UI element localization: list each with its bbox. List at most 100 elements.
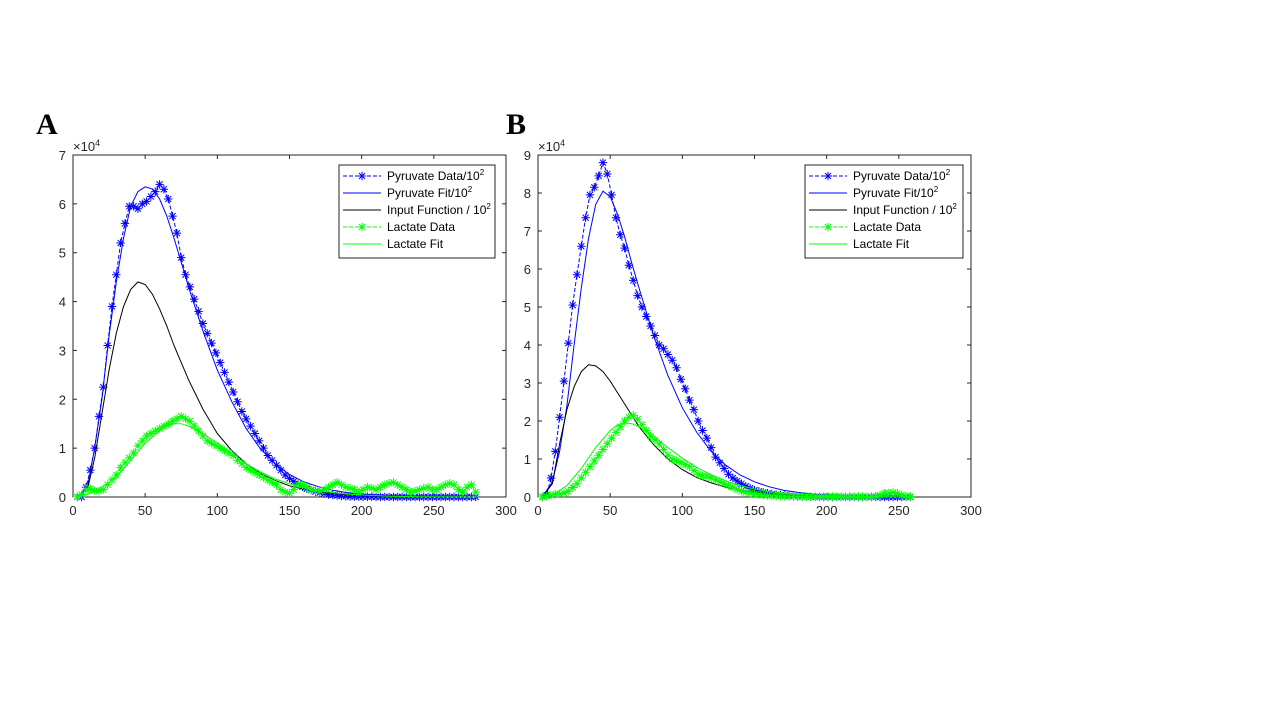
data-point-lactate-data (467, 480, 476, 489)
data-point-pyruvate-data (263, 451, 273, 460)
data-point-lactate-data (116, 463, 125, 472)
legend: Pyruvate Data/102 Pyruvate Fit/102 Input F… (804, 164, 964, 259)
x-tick-label: 50 (138, 503, 152, 518)
data-point-lactate-data (103, 480, 112, 489)
data-point-pyruvate-data (229, 387, 238, 397)
data-point-lactate-data (458, 487, 467, 497)
data-point-pyruvate-data (616, 230, 625, 239)
data-point-pyruvate-data (728, 473, 738, 483)
data-point-pyruvate-data (376, 492, 385, 502)
data-point-pyruvate-data (637, 302, 647, 312)
data-point-pyruvate-data (198, 319, 208, 328)
x-tick-label: 200 (816, 503, 838, 518)
chart-panel-b: 0 50 100 150 200 250 300 0 1 2 3 4 5 6 7 8 9 ×104 Pyruvate… (524, 138, 982, 518)
data-point-pyruvate-data (337, 491, 346, 501)
data-point-lactate-data (642, 426, 651, 435)
data-point-lactate-data (897, 490, 906, 500)
data-point-pyruvate-data (224, 377, 234, 387)
data-point-lactate-data (120, 458, 130, 467)
data-point-lactate-data (384, 479, 394, 488)
data-point-pyruvate-data (655, 340, 664, 350)
data-point-lactate-data (146, 429, 156, 438)
data-point-lactate-data (354, 487, 363, 497)
y-tick-label: 6 (59, 197, 66, 212)
legend: Pyruvate Data/102 Pyruvate Fit/102 Input F… (338, 164, 496, 259)
data-point-pyruvate-data (564, 338, 573, 348)
data-point-lactate-data (428, 485, 437, 494)
data-point-pyruvate-data (341, 492, 350, 501)
data-point-pyruvate-data (250, 429, 260, 438)
data-point-lactate-data (402, 485, 411, 494)
y-tick-label: 4 (524, 338, 531, 353)
y-tick-label: 1 (59, 441, 66, 456)
x-tick-label: 100 (206, 503, 228, 518)
data-point-lactate-data (698, 471, 707, 481)
data-point-lactate-data (263, 475, 273, 485)
data-point-pyruvate-data (116, 238, 125, 248)
data-point-lactate-data (185, 417, 195, 426)
data-point-pyruvate-data (389, 492, 398, 502)
data-point-lactate-data (616, 422, 625, 431)
data-point-lactate-data (624, 413, 634, 422)
data-point-lactate-data (423, 483, 433, 492)
data-point-pyruvate-data (694, 416, 703, 426)
data-point-lactate-data (159, 421, 169, 431)
data-point-lactate-data (203, 436, 212, 446)
data-point-lactate-data (832, 492, 841, 501)
data-point-pyruvate-data (107, 302, 117, 311)
y-tick-label: 0 (59, 490, 66, 505)
data-point-lactate-data (655, 439, 664, 448)
data-point-lactate-data (99, 485, 108, 494)
data-point-lactate-data (650, 435, 660, 445)
y-tick-label: 7 (59, 148, 66, 163)
x-tick-label: 300 (495, 503, 517, 518)
data-point-lactate-data (289, 485, 299, 494)
data-point-lactate-data (694, 470, 703, 479)
data-point-pyruvate-data (246, 421, 255, 431)
data-point-pyruvate-data (168, 211, 177, 221)
data-point-lactate-data (750, 489, 759, 499)
legend-box (338, 164, 496, 259)
data-point-pyruvate-data (146, 192, 156, 201)
data-point-pyruvate-data (233, 397, 242, 406)
x-tick-label: 200 (351, 503, 373, 518)
data-point-lactate-data (363, 483, 372, 492)
data-point-lactate-data (341, 483, 350, 492)
data-point-pyruvate-data (285, 474, 294, 483)
data-point-lactate-data (142, 431, 151, 441)
data-point-pyruvate-data (142, 197, 151, 206)
data-point-pyruvate-data (254, 436, 264, 446)
data-point-pyruvate-data (237, 407, 247, 416)
data-point-lactate-data (802, 492, 811, 501)
y-tick-label: 6 (524, 262, 531, 277)
data-point-pyruvate-data (181, 270, 190, 279)
data-point-lactate-data (836, 492, 846, 501)
data-point-lactate-data (724, 481, 733, 490)
data-point-pyruvate-data (159, 185, 169, 194)
x-tick-label: 0 (69, 503, 76, 518)
data-point-pyruvate-data (220, 368, 229, 377)
legend-entry-label: Pyruvate Data/102 (387, 168, 485, 183)
data-point-pyruvate-data (702, 433, 712, 443)
data-point-lactate-data (77, 490, 86, 499)
data-point-lactate-data (776, 492, 785, 501)
data-point-lactate-data (172, 414, 182, 424)
data-point-lactate-data (406, 487, 415, 497)
data-point-pyruvate-data (155, 180, 164, 189)
data-point-pyruvate-data (350, 492, 359, 501)
legend-swatch-marker (357, 171, 367, 181)
data-point-pyruvate-data (138, 199, 147, 209)
data-point-pyruvate-data (380, 492, 389, 502)
data-point-lactate-data (94, 486, 104, 496)
data-point-lactate-data (784, 492, 794, 501)
x-tick-label: 0 (534, 503, 541, 518)
data-point-lactate-data (311, 486, 320, 495)
y-tick-label: 3 (524, 376, 531, 391)
data-point-lactate-data (758, 490, 768, 500)
data-point-pyruvate-data (698, 426, 707, 435)
data-point-lactate-data (646, 432, 655, 441)
data-point-lactate-data (884, 489, 893, 498)
legend-swatch-marker (357, 222, 367, 232)
data-point-pyruvate-data (164, 194, 173, 204)
data-point-lactate-data (371, 485, 381, 494)
